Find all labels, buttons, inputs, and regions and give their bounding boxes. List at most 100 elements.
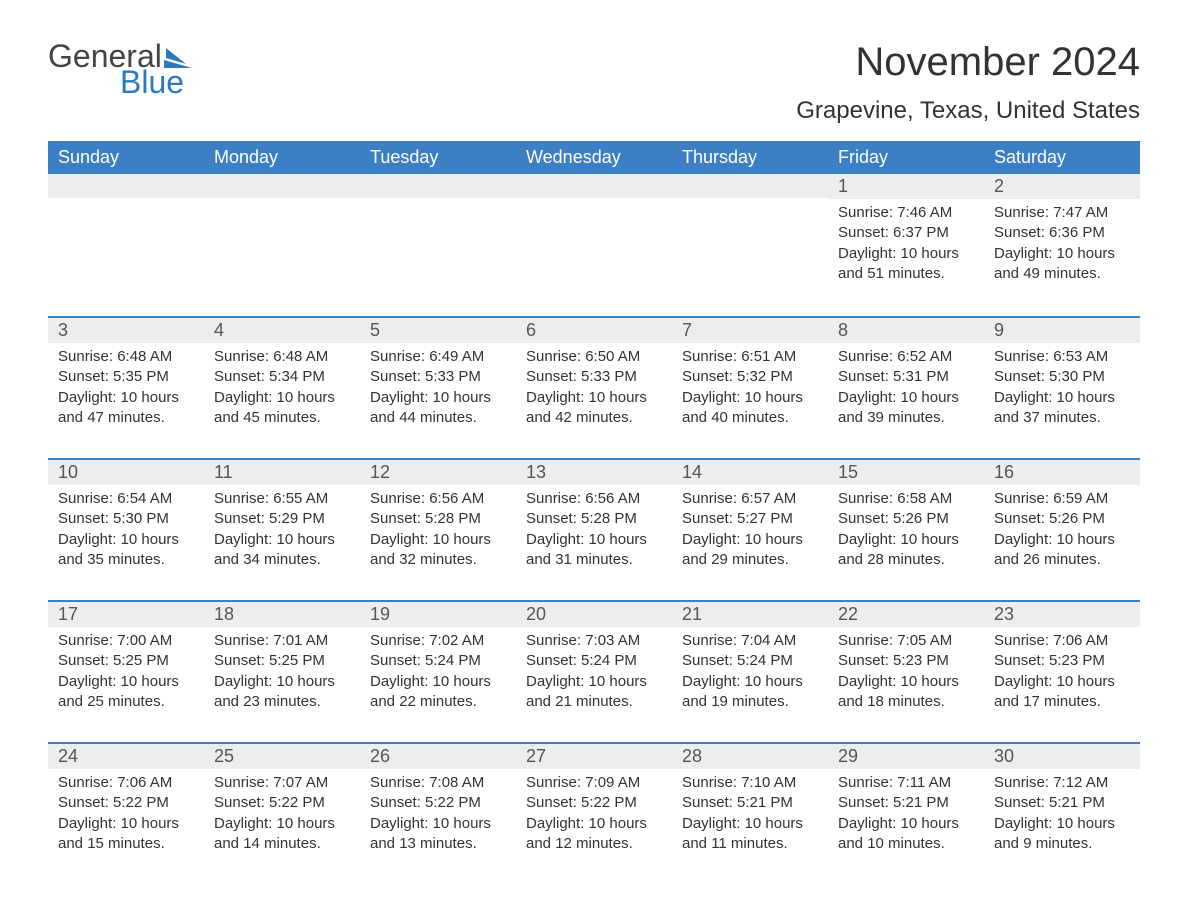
day-cell: 11Sunrise: 6:55 AMSunset: 5:29 PMDayligh… — [204, 460, 360, 590]
sunset-line: Sunset: 5:31 PM — [838, 367, 974, 387]
sunrise-line: Sunrise: 7:47 AM — [994, 203, 1130, 223]
day-number: 20 — [516, 602, 672, 627]
day-number: 5 — [360, 318, 516, 343]
week-row: 10Sunrise: 6:54 AMSunset: 5:30 PMDayligh… — [48, 458, 1140, 590]
sunrise-line: Sunrise: 7:10 AM — [682, 773, 818, 793]
sunset-line: Sunset: 5:21 PM — [682, 793, 818, 813]
day-number: 30 — [984, 744, 1140, 769]
sunrise-line: Sunrise: 6:58 AM — [838, 489, 974, 509]
empty-day-header — [48, 174, 204, 198]
day-number: 22 — [828, 602, 984, 627]
sunset-line: Sunset: 5:22 PM — [370, 793, 506, 813]
daylight-line: Daylight: 10 hours and 45 minutes. — [214, 388, 350, 429]
day-cell: 25Sunrise: 7:07 AMSunset: 5:22 PMDayligh… — [204, 744, 360, 874]
day-number: 26 — [360, 744, 516, 769]
day-number: 14 — [672, 460, 828, 485]
day-cell: 19Sunrise: 7:02 AMSunset: 5:24 PMDayligh… — [360, 602, 516, 732]
sunrise-line: Sunrise: 6:55 AM — [214, 489, 350, 509]
logo-text-blue: Blue — [120, 66, 192, 98]
daylight-line: Daylight: 10 hours and 28 minutes. — [838, 530, 974, 571]
empty-day-header — [360, 174, 516, 198]
day-details: Sunrise: 6:48 AMSunset: 5:34 PMDaylight:… — [204, 343, 360, 434]
day-details: Sunrise: 7:03 AMSunset: 5:24 PMDaylight:… — [516, 627, 672, 718]
sunrise-line: Sunrise: 6:48 AM — [214, 347, 350, 367]
sunset-line: Sunset: 5:24 PM — [370, 651, 506, 671]
daylight-line: Daylight: 10 hours and 44 minutes. — [370, 388, 506, 429]
day-details: Sunrise: 6:56 AMSunset: 5:28 PMDaylight:… — [360, 485, 516, 576]
sunset-line: Sunset: 5:21 PM — [838, 793, 974, 813]
day-details: Sunrise: 6:51 AMSunset: 5:32 PMDaylight:… — [672, 343, 828, 434]
day-details: Sunrise: 6:54 AMSunset: 5:30 PMDaylight:… — [48, 485, 204, 576]
daylight-line: Daylight: 10 hours and 29 minutes. — [682, 530, 818, 571]
weekday-header: Monday — [204, 141, 360, 174]
day-details: Sunrise: 6:49 AMSunset: 5:33 PMDaylight:… — [360, 343, 516, 434]
day-details: Sunrise: 7:00 AMSunset: 5:25 PMDaylight:… — [48, 627, 204, 718]
daylight-line: Daylight: 10 hours and 39 minutes. — [838, 388, 974, 429]
day-cell: 27Sunrise: 7:09 AMSunset: 5:22 PMDayligh… — [516, 744, 672, 874]
sunset-line: Sunset: 5:28 PM — [526, 509, 662, 529]
day-cell: 2Sunrise: 7:47 AMSunset: 6:36 PMDaylight… — [984, 174, 1140, 306]
sunrise-line: Sunrise: 6:53 AM — [994, 347, 1130, 367]
day-details: Sunrise: 6:57 AMSunset: 5:27 PMDaylight:… — [672, 485, 828, 576]
daylight-line: Daylight: 10 hours and 37 minutes. — [994, 388, 1130, 429]
day-details: Sunrise: 7:06 AMSunset: 5:22 PMDaylight:… — [48, 769, 204, 860]
sunset-line: Sunset: 5:22 PM — [58, 793, 194, 813]
daylight-line: Daylight: 10 hours and 18 minutes. — [838, 672, 974, 713]
sunset-line: Sunset: 5:26 PM — [838, 509, 974, 529]
day-details: Sunrise: 7:10 AMSunset: 5:21 PMDaylight:… — [672, 769, 828, 860]
daylight-line: Daylight: 10 hours and 32 minutes. — [370, 530, 506, 571]
sunset-line: Sunset: 5:27 PM — [682, 509, 818, 529]
sunset-line: Sunset: 5:28 PM — [370, 509, 506, 529]
day-number: 18 — [204, 602, 360, 627]
day-cell — [204, 174, 360, 306]
day-details: Sunrise: 7:47 AMSunset: 6:36 PMDaylight:… — [984, 199, 1140, 290]
daylight-line: Daylight: 10 hours and 12 minutes. — [526, 814, 662, 855]
day-details: Sunrise: 6:52 AMSunset: 5:31 PMDaylight:… — [828, 343, 984, 434]
day-cell — [360, 174, 516, 306]
day-details: Sunrise: 6:53 AMSunset: 5:30 PMDaylight:… — [984, 343, 1140, 434]
day-details: Sunrise: 6:58 AMSunset: 5:26 PMDaylight:… — [828, 485, 984, 576]
day-number: 1 — [828, 174, 984, 199]
sunrise-line: Sunrise: 6:59 AM — [994, 489, 1130, 509]
weekday-header: Thursday — [672, 141, 828, 174]
sunrise-line: Sunrise: 7:07 AM — [214, 773, 350, 793]
sunset-line: Sunset: 5:29 PM — [214, 509, 350, 529]
week-row: 3Sunrise: 6:48 AMSunset: 5:35 PMDaylight… — [48, 316, 1140, 448]
week-row: 17Sunrise: 7:00 AMSunset: 5:25 PMDayligh… — [48, 600, 1140, 732]
daylight-line: Daylight: 10 hours and 10 minutes. — [838, 814, 974, 855]
day-number: 15 — [828, 460, 984, 485]
sunrise-line: Sunrise: 6:54 AM — [58, 489, 194, 509]
day-cell: 9Sunrise: 6:53 AMSunset: 5:30 PMDaylight… — [984, 318, 1140, 448]
day-number: 28 — [672, 744, 828, 769]
sunrise-line: Sunrise: 7:09 AM — [526, 773, 662, 793]
sunrise-line: Sunrise: 7:00 AM — [58, 631, 194, 651]
sunrise-line: Sunrise: 6:56 AM — [370, 489, 506, 509]
month-title: November 2024 — [796, 40, 1140, 85]
day-number: 9 — [984, 318, 1140, 343]
day-cell — [672, 174, 828, 306]
daylight-line: Daylight: 10 hours and 13 minutes. — [370, 814, 506, 855]
daylight-line: Daylight: 10 hours and 11 minutes. — [682, 814, 818, 855]
daylight-line: Daylight: 10 hours and 19 minutes. — [682, 672, 818, 713]
empty-day-header — [516, 174, 672, 198]
day-cell: 29Sunrise: 7:11 AMSunset: 5:21 PMDayligh… — [828, 744, 984, 874]
calendar-table: SundayMondayTuesdayWednesdayThursdayFrid… — [48, 141, 1140, 874]
day-number: 23 — [984, 602, 1140, 627]
sunset-line: Sunset: 5:23 PM — [838, 651, 974, 671]
day-details: Sunrise: 6:48 AMSunset: 5:35 PMDaylight:… — [48, 343, 204, 434]
sunrise-line: Sunrise: 6:51 AM — [682, 347, 818, 367]
logo: General Blue — [48, 40, 192, 98]
day-details: Sunrise: 6:55 AMSunset: 5:29 PMDaylight:… — [204, 485, 360, 576]
day-cell: 4Sunrise: 6:48 AMSunset: 5:34 PMDaylight… — [204, 318, 360, 448]
sunset-line: Sunset: 5:23 PM — [994, 651, 1130, 671]
sunset-line: Sunset: 5:24 PM — [526, 651, 662, 671]
day-number: 4 — [204, 318, 360, 343]
sunrise-line: Sunrise: 7:03 AM — [526, 631, 662, 651]
day-number: 19 — [360, 602, 516, 627]
day-cell: 6Sunrise: 6:50 AMSunset: 5:33 PMDaylight… — [516, 318, 672, 448]
daylight-line: Daylight: 10 hours and 26 minutes. — [994, 530, 1130, 571]
day-number: 3 — [48, 318, 204, 343]
sunset-line: Sunset: 5:33 PM — [370, 367, 506, 387]
day-details: Sunrise: 7:46 AMSunset: 6:37 PMDaylight:… — [828, 199, 984, 290]
day-cell: 18Sunrise: 7:01 AMSunset: 5:25 PMDayligh… — [204, 602, 360, 732]
